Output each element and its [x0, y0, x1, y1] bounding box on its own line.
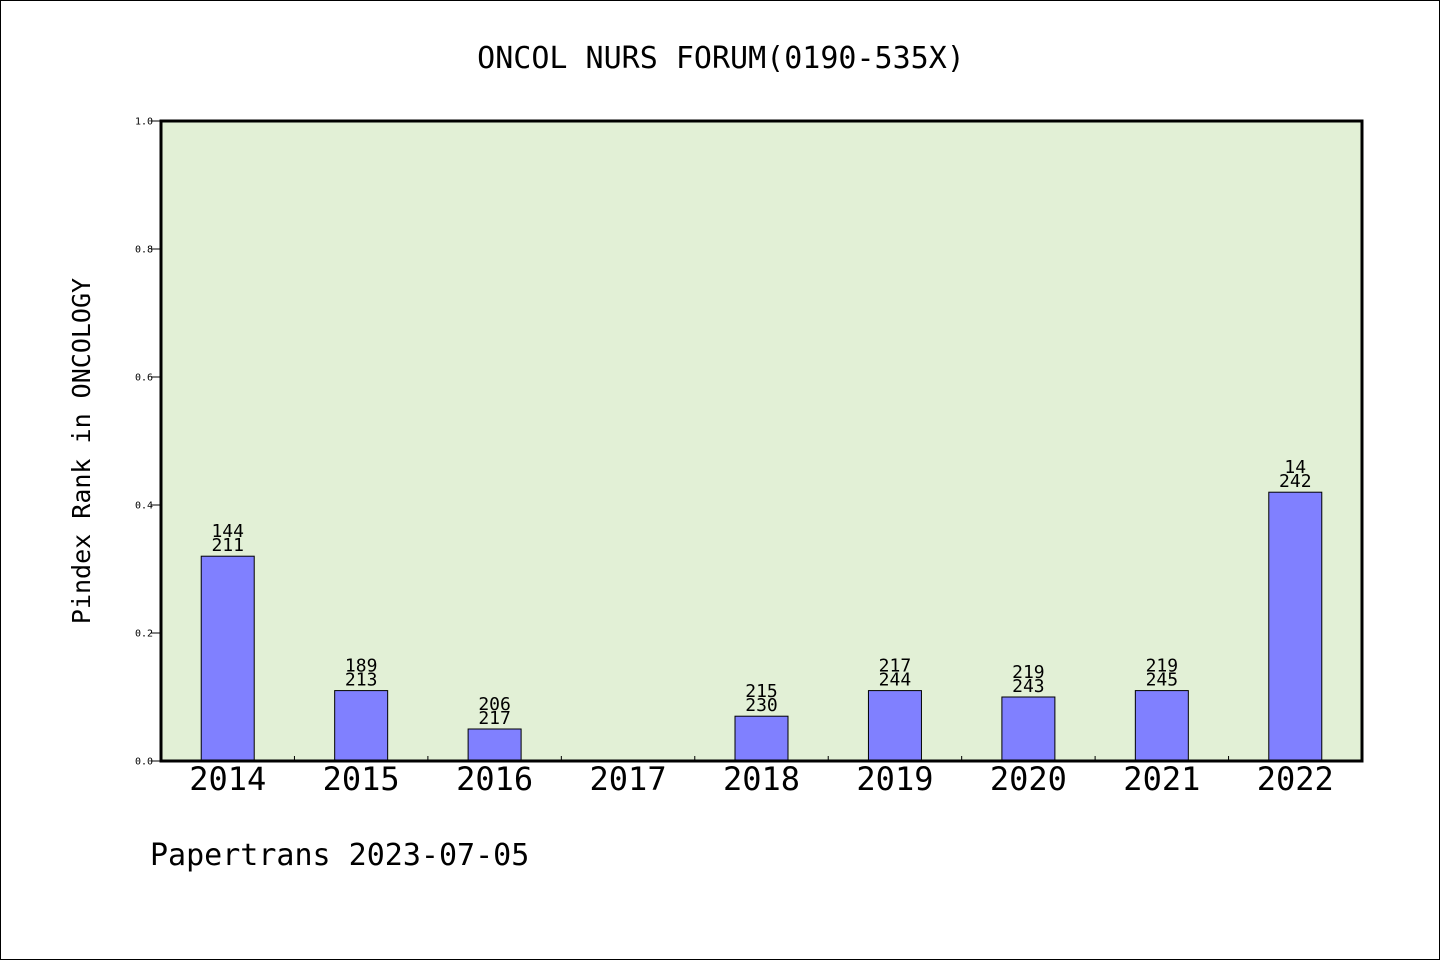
chart-title: ONCOL NURS FORUM(0190-535X) [477, 41, 965, 76]
y-tick-label-0.8: 0.8 [135, 245, 153, 256]
bar-total-label-2019: 244 [879, 670, 912, 691]
bar-total-label-2016: 217 [478, 708, 511, 729]
footer-text: Papertrans 2023-07-05 [150, 838, 529, 873]
x-tick-label-2020: 2020 [990, 760, 1067, 798]
x-tick-label-2019: 2019 [856, 760, 933, 798]
y-axis-label: Pindex Rank in ONCOLOGY [67, 278, 96, 624]
bar-rank-label-2018: 215 [745, 681, 778, 702]
bar-2021 [1134, 690, 1189, 762]
x-tick-label-2018: 2018 [723, 760, 800, 798]
plot-border [159, 119, 1364, 763]
y-tick-label-0.4: 0.4 [135, 501, 153, 512]
bar-total-label-2021: 245 [1146, 670, 1179, 691]
x-tick-label-2014: 2014 [189, 760, 266, 798]
bar-rank-label-2016: 206 [478, 694, 511, 715]
bar-rank-label-2014: 144 [211, 521, 244, 542]
bar-rank-label-2015: 189 [345, 656, 378, 677]
x-tick-label-2017: 2017 [590, 760, 667, 798]
bar-total-label-2018: 230 [745, 695, 778, 716]
bar-2019 [867, 690, 922, 762]
bar-rank-label-2021: 219 [1146, 656, 1179, 677]
bar-total-label-2022: 242 [1279, 471, 1312, 492]
bar-2022 [1268, 491, 1323, 762]
bar-2020 [1001, 696, 1056, 762]
x-tick-label-2016: 2016 [456, 760, 533, 798]
bar-2018 [734, 715, 789, 762]
x-ticks-group: 2014 2015 2016 2017 2018 2019 2020 2021 2022 [189, 756, 1334, 798]
y-tick-label-0.2: 0.2 [135, 629, 153, 640]
x-tick-label-2015: 2015 [323, 760, 400, 798]
bar-2014 [200, 555, 255, 762]
y-tick-label-1.0: 1.0 [135, 117, 153, 128]
bar-rank-label-2020: 219 [1012, 662, 1045, 683]
plot-area [161, 121, 1362, 761]
bar-rank-label-2019: 217 [879, 656, 912, 677]
bar-total-label-2014: 211 [211, 535, 244, 556]
y-ticks-group: 0.0 0.2 0.4 0.6 0.8 1.0 [135, 117, 161, 768]
bar-total-label-2015: 213 [345, 670, 378, 691]
x-tick-label-2022: 2022 [1257, 760, 1334, 798]
bars-group [200, 491, 1323, 762]
bar-2015 [334, 690, 389, 762]
y-tick-label-0.6: 0.6 [135, 373, 153, 384]
y-tick-label-0.0: 0.0 [135, 757, 153, 768]
bar-total-label-2020: 243 [1012, 676, 1045, 697]
x-tick-label-2021: 2021 [1123, 760, 1200, 798]
bar-2016 [467, 728, 522, 762]
bar-rank-label-2022: 14 [1284, 457, 1306, 478]
